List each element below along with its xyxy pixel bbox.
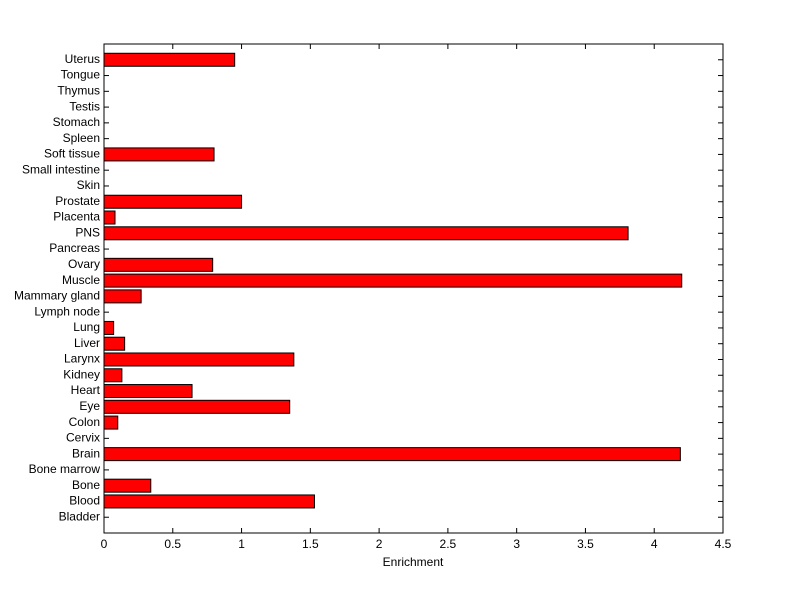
y-tick-label: Tongue [61,68,101,82]
bar [103,320,115,335]
bar [103,273,683,288]
y-tick-label: Stomach [53,115,100,129]
y-tick-label: Uterus [65,52,100,66]
bar [103,494,315,509]
y-tick-label: Skin [77,178,100,192]
bar [103,52,236,67]
x-tick-label: 4 [651,537,658,551]
bar [103,257,214,272]
y-tick-label: Blood [69,494,100,508]
y-tick-label: Bone [72,478,100,492]
y-tick-label: Soft tissue [44,147,100,161]
y-tick-label: Muscle [62,273,100,287]
bar [103,210,116,225]
bar [103,289,142,304]
y-tick-label: Mammary gland [14,289,100,303]
y-tick-label: Lymph node [34,304,100,318]
bar [103,415,119,430]
y-tick-label: Colon [69,415,100,429]
x-axis-label: Enrichment [383,555,444,569]
y-tick-label: Larynx [64,352,100,366]
y-tick-label: Liver [74,336,100,350]
bar [103,478,152,493]
y-tick-label: Kidney [63,367,100,381]
y-tick-label: PNS [75,225,100,239]
bar [103,447,681,462]
x-tick-label: 2.5 [440,537,457,551]
bar [103,399,291,414]
y-tick-label: Testis [69,99,100,113]
x-tick-label: 1.5 [302,537,319,551]
bar [103,226,629,241]
bar [103,352,295,367]
y-tick-label: Prostate [55,194,100,208]
y-tick-label: Ovary [68,257,100,271]
y-tick-label: Bone marrow [29,462,101,476]
y-tick-label: Cervix [66,431,100,445]
y-tick-label: Heart [71,383,101,397]
x-tick-label: 3 [513,537,520,551]
bar [103,336,126,351]
y-tick-label: Brain [72,446,100,460]
bar [103,384,193,399]
y-tick-label: Bladder [59,509,100,523]
y-tick-label: Lung [73,320,100,334]
y-tick-label: Thymus [57,83,100,97]
x-tick-label: 3.5 [577,537,594,551]
bar [103,194,243,209]
y-tick-label: Small intestine [22,162,100,176]
bar [103,147,215,162]
x-tick-label: 4.5 [715,537,732,551]
y-tick-label: Pancreas [49,241,100,255]
y-tick-label: Eye [79,399,100,413]
x-tick-label: 0.5 [164,537,181,551]
bar [103,368,123,383]
x-tick-label: 2 [376,537,383,551]
y-tick-label: Placenta [53,210,100,224]
x-tick-label: 0 [101,537,108,551]
y-tick-label: Spleen [63,131,100,145]
x-tick-label: 1 [238,537,245,551]
